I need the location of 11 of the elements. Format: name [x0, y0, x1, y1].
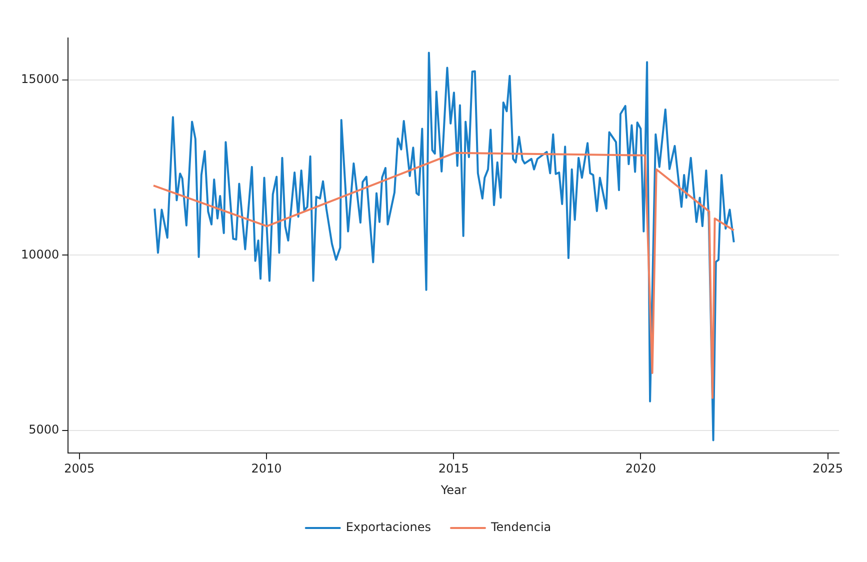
y-tick-label: 10000 [20, 247, 60, 262]
legend-label: Exportaciones [346, 520, 431, 534]
x-axis-title: Year [440, 482, 466, 497]
x-tick-label: 2010 [251, 462, 282, 476]
y-tick-label: 15000 [20, 72, 60, 86]
x-tick-label: 2005 [64, 462, 95, 476]
legend-label: Tendencia [490, 520, 552, 534]
y-tick-label: 5000 [28, 422, 60, 437]
x-tick-label: 2025 [812, 462, 844, 476]
x-tick-label: 2020 [625, 462, 656, 476]
x-tick-label: 2015 [438, 462, 469, 476]
